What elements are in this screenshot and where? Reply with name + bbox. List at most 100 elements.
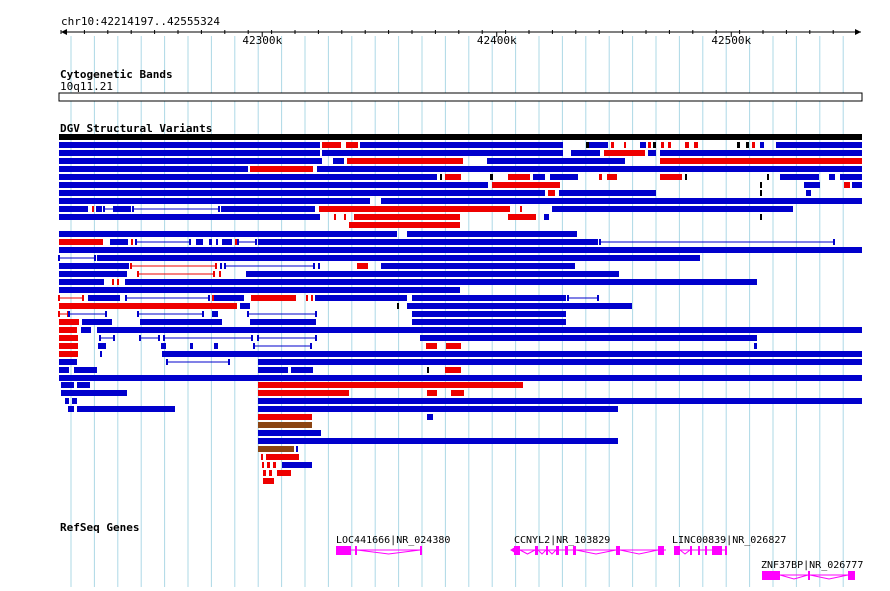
sv-feature[interactable] [59, 214, 320, 220]
sv-feature[interactable] [59, 327, 77, 333]
sv-feature[interactable] [611, 142, 614, 148]
gene-model-linc00839[interactable] [674, 546, 727, 555]
sv-feature[interactable] [653, 142, 656, 148]
sv-feature[interactable] [427, 414, 433, 420]
sv-feature[interactable] [344, 214, 346, 220]
sv-feature[interactable] [258, 390, 349, 396]
sv-feature[interactable] [544, 214, 549, 220]
sv-feature[interactable] [660, 150, 862, 156]
sv-feature[interactable] [597, 295, 599, 301]
sv-feature[interactable] [253, 343, 255, 349]
sv-feature[interactable] [58, 311, 60, 317]
sv-feature[interactable] [59, 279, 104, 285]
sv-feature[interactable] [440, 174, 442, 180]
sv-feature[interactable] [427, 367, 429, 373]
sv-feature[interactable] [216, 239, 218, 245]
gene-model-loc441666[interactable] [336, 546, 422, 555]
sv-feature[interactable] [59, 158, 322, 164]
sv-feature[interactable] [752, 142, 755, 148]
sv-feature[interactable] [258, 430, 321, 436]
sv-feature[interactable] [589, 142, 608, 148]
sv-feature[interactable] [311, 295, 313, 301]
sv-feature[interactable] [61, 390, 127, 396]
sv-feature[interactable] [110, 239, 128, 245]
sv-feature[interactable] [334, 214, 336, 220]
sv-feature[interactable] [263, 478, 274, 484]
sv-feature[interactable] [251, 335, 253, 341]
sv-feature[interactable] [746, 142, 749, 148]
sv-feature[interactable] [604, 150, 645, 156]
sv-feature[interactable] [235, 239, 238, 245]
sv-feature[interactable] [685, 174, 687, 180]
sv-feature[interactable] [420, 335, 757, 341]
sv-feature[interactable] [92, 206, 94, 212]
sv-feature[interactable] [322, 142, 341, 148]
sv-feature[interactable] [97, 327, 862, 333]
sv-feature[interactable] [209, 239, 212, 245]
sv-feature[interactable] [737, 142, 740, 148]
sv-feature[interactable] [258, 406, 618, 412]
sv-feature[interactable] [96, 206, 102, 212]
sv-feature[interactable] [668, 142, 671, 148]
sv-feature[interactable] [317, 166, 862, 172]
sv-feature[interactable] [68, 406, 74, 412]
sv-feature[interactable] [212, 311, 218, 317]
sv-feature[interactable] [72, 398, 77, 404]
sv-feature[interactable] [381, 198, 862, 204]
sv-feature[interactable] [258, 367, 288, 373]
sv-feature[interactable] [760, 182, 762, 188]
sv-feature[interactable] [445, 174, 461, 180]
sv-feature[interactable] [624, 142, 626, 148]
sv-feature[interactable] [776, 142, 862, 148]
sv-feature[interactable] [492, 182, 560, 188]
sv-feature[interactable] [237, 239, 239, 245]
sv-feature[interactable] [59, 303, 237, 309]
sv-feature[interactable] [132, 206, 134, 212]
sv-feature[interactable] [412, 295, 566, 301]
sv-feature[interactable] [247, 311, 249, 317]
sv-feature[interactable] [82, 319, 112, 325]
sv-feature[interactable] [333, 158, 344, 164]
sv-feature[interactable] [520, 206, 522, 212]
sv-feature[interactable] [685, 142, 689, 148]
sv-feature[interactable] [59, 263, 129, 269]
sv-feature[interactable] [59, 166, 248, 172]
sv-feature[interactable] [273, 462, 276, 468]
sv-feature[interactable] [694, 142, 698, 148]
sv-feature[interactable] [130, 263, 132, 269]
sv-feature[interactable] [135, 239, 137, 245]
sv-feature[interactable] [59, 239, 103, 245]
sv-feature[interactable] [125, 279, 757, 285]
sv-feature[interactable] [219, 271, 221, 277]
sv-feature[interactable] [263, 470, 266, 476]
sv-feature[interactable] [196, 239, 203, 245]
sv-feature[interactable] [829, 174, 835, 180]
sv-feature[interactable] [224, 263, 226, 269]
sv-feature[interactable] [767, 174, 769, 180]
sv-feature[interactable] [59, 150, 320, 156]
sv-feature[interactable] [222, 239, 232, 245]
sv-feature[interactable] [58, 295, 60, 301]
sv-feature[interactable] [550, 174, 578, 180]
sv-feature[interactable] [59, 319, 79, 325]
sv-feature[interactable] [322, 150, 563, 156]
sv-feature[interactable] [105, 311, 107, 317]
sv-feature[interactable] [357, 263, 368, 269]
sv-feature[interactable] [760, 190, 762, 196]
sv-feature[interactable] [552, 206, 793, 212]
sv-feature[interactable] [97, 255, 700, 261]
sv-feature[interactable] [445, 367, 461, 373]
sv-feature[interactable] [81, 327, 91, 333]
sv-feature[interactable] [852, 182, 862, 188]
sv-feature[interactable] [660, 174, 682, 180]
sv-feature[interactable] [648, 142, 651, 148]
sv-feature[interactable] [125, 295, 127, 301]
sv-feature[interactable] [640, 142, 646, 148]
sv-feature[interactable] [113, 206, 115, 212]
sv-feature[interactable] [349, 222, 460, 228]
sv-feature[interactable] [315, 311, 317, 317]
sv-feature[interactable] [833, 239, 835, 245]
sv-feature[interactable] [451, 390, 464, 396]
sv-feature[interactable] [131, 239, 133, 245]
sv-feature[interactable] [354, 214, 460, 220]
